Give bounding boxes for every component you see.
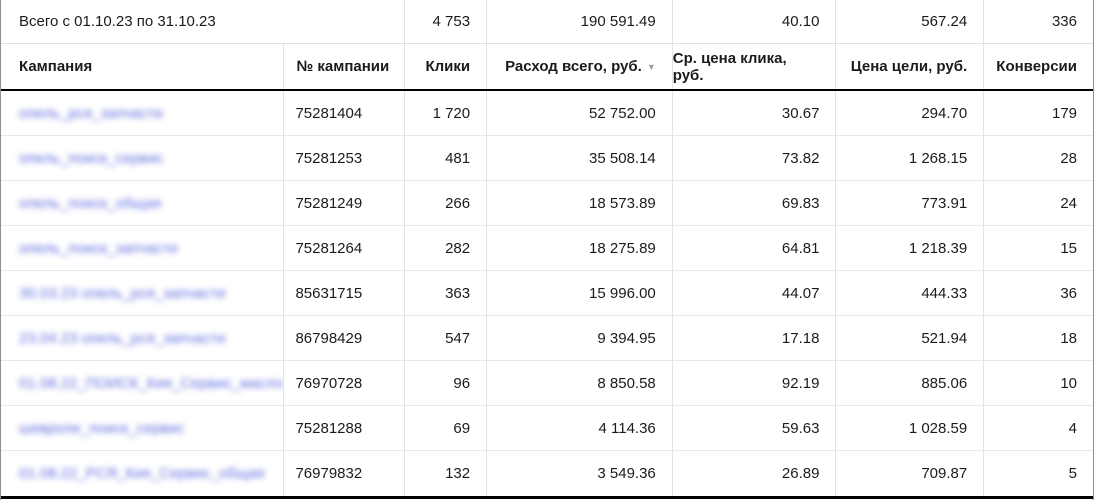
campaign-link-blurred[interactable]: 01.08.22_ПОИСК_Кия_Сервис_масло — [19, 374, 284, 392]
column-header-clicks[interactable]: Клики — [405, 44, 488, 89]
avg-cpc-value: 73.82 — [673, 136, 837, 180]
cost-value: 8 850.58 — [487, 361, 673, 405]
table-row: опель_поиск_общая 75281249 266 18 573.89… — [1, 181, 1093, 226]
campaign-id-value: 75281253 — [284, 136, 406, 180]
conversions-value: 179 — [1051, 104, 1078, 122]
avg-cpc-value: 26.89 — [673, 451, 837, 496]
sort-desc-icon: ▼ — [646, 62, 656, 72]
avg-cpc-value: 59.63 — [673, 406, 837, 450]
cost-value: 4 114.36 — [487, 406, 673, 450]
column-header-campaign[interactable]: Кампания — [1, 44, 285, 89]
table-row: 01.08.22_РСЯ_Кия_Сервис_общая 76979832 1… — [1, 451, 1093, 499]
goal-cost-value: 773.91 — [836, 181, 985, 225]
table-row: 01.08.22_ПОИСК_Кия_Сервис_масло 76970728… — [1, 361, 1093, 406]
conversions-value: 15 — [1060, 239, 1078, 257]
conversions-value: 4 — [1068, 419, 1078, 437]
avg-cpc-value: 17.18 — [673, 316, 837, 360]
clicks-value: 96 — [405, 361, 488, 405]
goal-cost-value: 885.06 — [836, 361, 985, 405]
totals-clicks: 4 753 — [405, 0, 488, 43]
table-row: опель_поиск_запчасти 75281264 282 18 275… — [1, 226, 1093, 271]
column-header-goal-cost[interactable]: Цена цели, руб. — [836, 44, 985, 89]
clicks-value: 266 — [405, 181, 488, 225]
totals-conversions: 336 — [1051, 13, 1077, 30]
totals-row: Всего с 01.10.23 по 31.10.23 4 753 190 5… — [1, 0, 1093, 44]
cost-value: 9 394.95 — [487, 316, 673, 360]
table-row: опель_рся_запчасти 75281404 1 720 52 752… — [1, 91, 1093, 136]
cost-value: 3 549.36 — [487, 451, 673, 496]
column-header-cost-label: Расход всего, руб. — [505, 58, 642, 75]
avg-cpc-value: 69.83 — [673, 181, 837, 225]
table-header-row: Кампания № кампании Клики Расход всего, … — [1, 44, 1093, 91]
goal-cost-value: 709.87 — [836, 451, 985, 496]
clicks-value: 69 — [405, 406, 488, 450]
campaign-link-blurred[interactable]: 23.04.23 опель_рся_запчасти — [19, 329, 226, 347]
campaign-id-value: 76970728 — [284, 361, 406, 405]
goal-cost-value: 1 218.39 — [836, 226, 985, 270]
avg-cpc-value: 64.81 — [673, 226, 837, 270]
avg-cpc-value: 92.19 — [673, 361, 837, 405]
totals-goal-cost: 567.24 — [836, 0, 985, 43]
cost-value: 18 573.89 — [487, 181, 673, 225]
table-row: опель_поиск_сервис 75281253 481 35 508.1… — [1, 136, 1093, 181]
conversions-value: 5 — [1068, 465, 1078, 482]
campaign-id-value: 85631715 — [284, 271, 406, 315]
campaign-link-blurred[interactable]: шевроле_поиск_сервис — [19, 419, 185, 437]
cost-value: 15 996.00 — [487, 271, 673, 315]
table-row: 30.03.23 опель_рся_запчасти 85631715 363… — [1, 271, 1093, 316]
table-row: 23.04.23 опель_рся_запчасти 86798429 547… — [1, 316, 1093, 361]
cost-value: 52 752.00 — [487, 91, 673, 135]
cost-value: 35 508.14 — [487, 136, 673, 180]
campaign-link-blurred[interactable]: опель_рся_запчасти — [19, 104, 163, 122]
clicks-value: 1 720 — [405, 91, 488, 135]
campaign-id-value: 75281264 — [284, 226, 406, 270]
column-header-campaign-id[interactable]: № кампании — [284, 44, 406, 89]
column-header-avg-cpc[interactable]: Ср. цена клика, руб. — [673, 44, 837, 89]
column-header-conversions[interactable]: Конверсии — [996, 58, 1077, 75]
conversions-value: 24 — [1060, 194, 1078, 212]
goal-cost-value: 1 028.59 — [836, 406, 985, 450]
avg-cpc-value: 30.67 — [673, 91, 837, 135]
conversions-value: 18 — [1060, 329, 1078, 347]
table-row: шевроле_поиск_сервис 75281288 69 4 114.3… — [1, 406, 1093, 451]
campaign-id-value: 75281288 — [284, 406, 406, 450]
goal-cost-value: 521.94 — [836, 316, 985, 360]
campaign-link-blurred[interactable]: 30.03.23 опель_рся_запчасти — [19, 284, 226, 302]
conversions-value: 36 — [1060, 284, 1078, 302]
campaign-id-value: 75281249 — [284, 181, 406, 225]
goal-cost-value: 294.70 — [836, 91, 985, 135]
conversions-value: 28 — [1060, 149, 1078, 167]
goal-cost-value: 1 268.15 — [836, 136, 985, 180]
avg-cpc-value: 44.07 — [673, 271, 837, 315]
column-header-cost[interactable]: Расход всего, руб. ▼ — [487, 44, 673, 89]
clicks-value: 481 — [405, 136, 488, 180]
cost-value: 18 275.89 — [487, 226, 673, 270]
conversions-value: 10 — [1060, 374, 1078, 392]
totals-period-label: Всего с 01.10.23 по 31.10.23 — [1, 0, 406, 43]
campaign-link-blurred[interactable]: опель_поиск_сервис — [19, 149, 164, 167]
totals-avg-cpc: 40.10 — [673, 0, 837, 43]
clicks-value: 363 — [405, 271, 488, 315]
totals-cost: 190 591.49 — [487, 0, 673, 43]
campaign-link-blurred[interactable]: 01.08.22_РСЯ_Кия_Сервис_общая — [19, 465, 265, 482]
clicks-value: 132 — [405, 451, 488, 496]
campaign-link-blurred[interactable]: опель_поиск_общая — [19, 194, 162, 212]
campaign-link-blurred[interactable]: опель_поиск_запчасти — [19, 239, 178, 257]
goal-cost-value: 444.33 — [836, 271, 985, 315]
campaign-id-value: 75281404 — [284, 91, 406, 135]
clicks-value: 282 — [405, 226, 488, 270]
campaign-id-value: 76979832 — [284, 451, 406, 496]
clicks-value: 547 — [405, 316, 488, 360]
campaign-id-value: 86798429 — [284, 316, 406, 360]
